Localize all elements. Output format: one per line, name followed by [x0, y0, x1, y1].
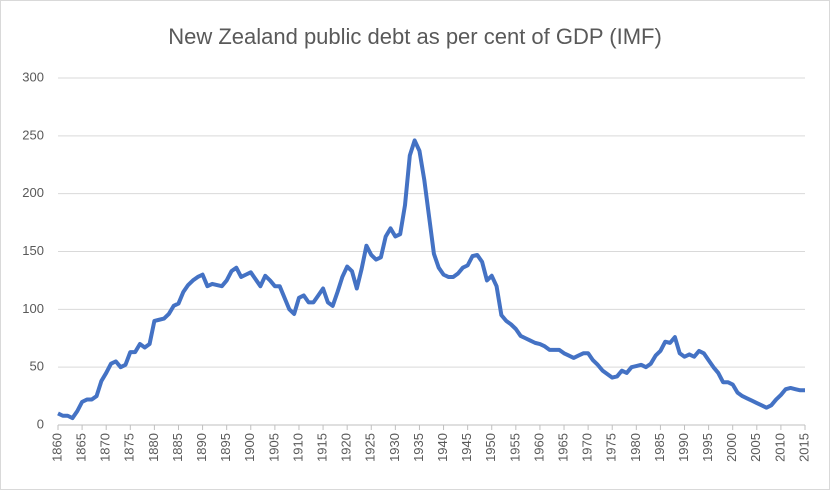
x-tick-label: 2010	[772, 433, 787, 462]
x-tick-label: 1985	[652, 433, 667, 462]
y-tick-label: 200	[22, 185, 44, 200]
x-tick-label: 1915	[315, 433, 330, 462]
data-line	[57, 138, 805, 421]
x-tick-label: 1870	[98, 433, 113, 462]
y-tick-label: 150	[22, 243, 44, 258]
x-tick-label: 1880	[146, 433, 161, 462]
y-tick-label: 50	[30, 359, 44, 374]
x-tick-label: 1860	[49, 433, 64, 462]
y-tick-label: 300	[22, 69, 44, 84]
x-tick-label: 1940	[435, 433, 450, 462]
x-tick-label: 1970	[580, 433, 595, 462]
x-tick-label: 1920	[339, 433, 354, 462]
x-tick-label: 1990	[676, 433, 691, 462]
x-tick-label: 1905	[266, 433, 281, 462]
x-tick-label: 2015	[796, 433, 811, 462]
x-tick-label: 1890	[194, 433, 209, 462]
x-tick-label: 1975	[604, 433, 619, 462]
x-tick-label: 1960	[531, 433, 546, 462]
x-tick-label: 1875	[122, 433, 137, 462]
y-tick-label: 0	[37, 416, 44, 431]
x-tick-label: 1910	[290, 433, 305, 462]
x-tick-label: 1865	[74, 433, 89, 462]
x-tick-label: 1965	[555, 433, 570, 462]
x-tick-label: 1925	[363, 433, 378, 462]
x-tick-label: 1945	[459, 433, 474, 462]
x-tick-label: 1930	[387, 433, 402, 462]
x-tick-label: 1935	[411, 433, 426, 462]
x-tick-label: 1950	[483, 433, 498, 462]
x-tick-label: 1980	[628, 433, 643, 462]
x-tick-label: 1955	[507, 433, 522, 462]
x-tick-label: 1900	[242, 433, 257, 462]
y-tick-label: 100	[22, 301, 44, 316]
x-tick-label: 1895	[218, 433, 233, 462]
y-tick-label: 250	[22, 127, 44, 142]
chart-title: New Zealand public debt as per cent of G…	[168, 24, 662, 49]
x-tick-label: 1885	[170, 433, 185, 462]
x-tick-label: 2000	[724, 433, 739, 462]
x-tick-label: 1995	[700, 433, 715, 462]
x-tick-label: 2005	[748, 433, 763, 462]
